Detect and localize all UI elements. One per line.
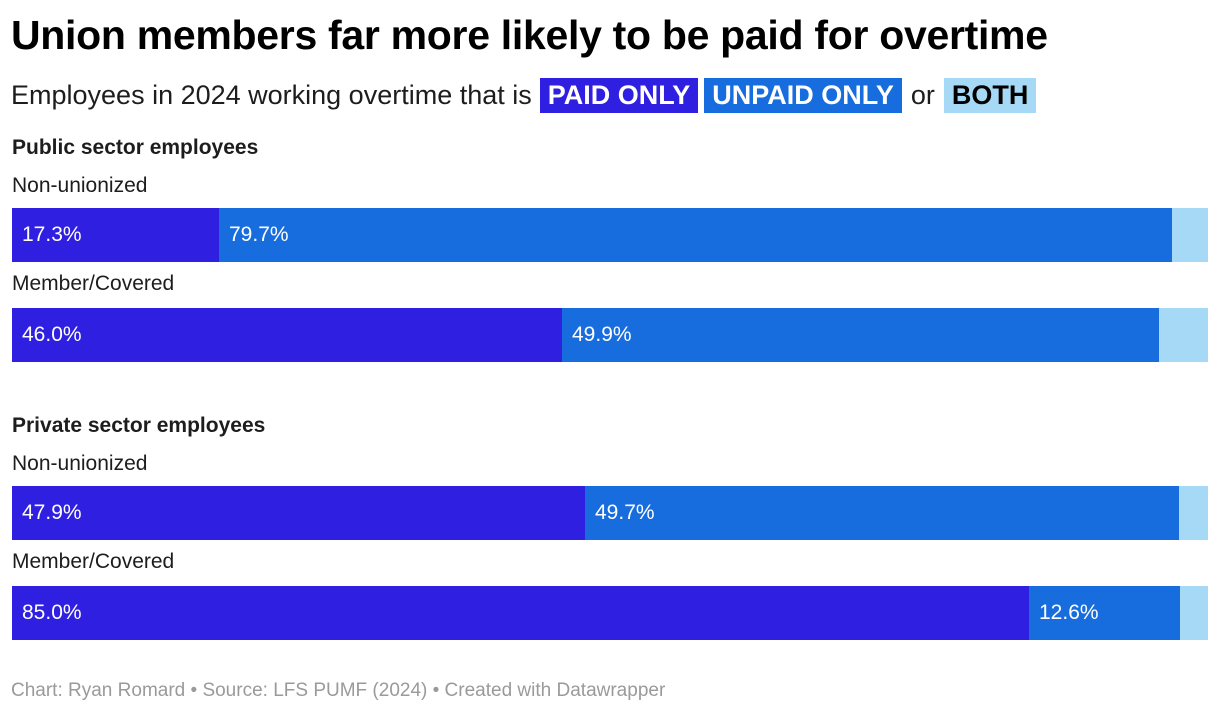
bar-row: 17.3% 79.7% bbox=[12, 208, 1208, 262]
row-label: Member/Covered bbox=[12, 550, 175, 573]
bar-segment-both bbox=[1179, 486, 1208, 540]
bar-segment-paid-only bbox=[12, 486, 585, 540]
bar-segment-unpaid-only bbox=[219, 208, 1172, 262]
bar-segment-both bbox=[1172, 208, 1208, 262]
legend-unpaid-only: UNPAID ONLY bbox=[704, 78, 902, 113]
row-label: Non-unionized bbox=[12, 174, 148, 197]
subtitle-or: or bbox=[910, 80, 935, 110]
chart-title: Union members far more likely to be paid… bbox=[11, 12, 1048, 58]
bar-segment-unpaid-only bbox=[562, 308, 1159, 362]
group-title: Public sector employees bbox=[12, 136, 259, 159]
bar-segment-paid-only bbox=[12, 586, 1029, 640]
bar-value-label: 49.9% bbox=[572, 323, 632, 346]
legend-paid-only: PAID ONLY bbox=[539, 78, 699, 113]
bar-segment-both bbox=[1180, 586, 1208, 640]
bar-segment-paid-only bbox=[12, 208, 219, 262]
bar-value-label: 47.9% bbox=[22, 501, 82, 524]
row-label: Non-unionized bbox=[12, 452, 148, 475]
bar-segment-both bbox=[1159, 308, 1208, 362]
bar-value-label: 49.7% bbox=[595, 501, 655, 524]
chart-footer: Chart: Ryan Romard • Source: LFS PUMF (2… bbox=[11, 680, 666, 701]
bar-row: 46.0% 49.9% bbox=[12, 308, 1208, 362]
subtitle-prefix: Employees in 2024 working overtime that … bbox=[11, 80, 532, 110]
row-label: Member/Covered bbox=[12, 272, 175, 295]
bar-segment-unpaid-only bbox=[585, 486, 1179, 540]
bar-value-label: 79.7% bbox=[229, 223, 289, 246]
legend-both: BOTH bbox=[943, 78, 1037, 113]
bar-segment-paid-only bbox=[12, 308, 562, 362]
bar-row: 85.0% 12.6% bbox=[12, 586, 1208, 640]
bar-value-label: 17.3% bbox=[22, 223, 82, 246]
chart-subtitle: Employees in 2024 working overtime that … bbox=[11, 78, 1039, 113]
bar-value-label: 85.0% bbox=[22, 601, 82, 624]
bar-row: 47.9% 49.7% bbox=[12, 486, 1208, 540]
bar-value-label: 12.6% bbox=[1039, 601, 1099, 624]
group-title: Private sector employees bbox=[12, 414, 266, 437]
bar-segment-unpaid-only bbox=[1029, 586, 1180, 640]
bar-value-label: 46.0% bbox=[22, 323, 82, 346]
